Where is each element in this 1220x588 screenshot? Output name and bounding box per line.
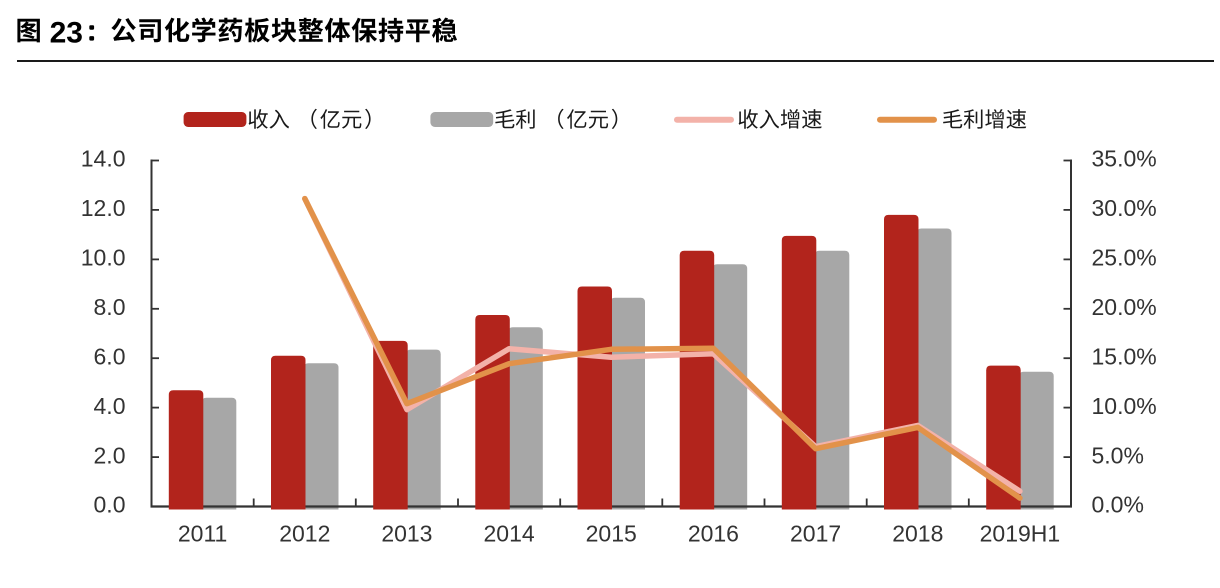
svg-text:20.0%: 20.0% — [1092, 294, 1157, 320]
svg-text:25.0%: 25.0% — [1092, 245, 1157, 271]
svg-text:2017: 2017 — [790, 521, 841, 547]
svg-text:5.0%: 5.0% — [1092, 442, 1144, 468]
svg-text:2012: 2012 — [279, 521, 330, 547]
svg-text:10.0: 10.0 — [81, 245, 126, 271]
svg-text:10.0%: 10.0% — [1092, 393, 1157, 419]
svg-text:2016: 2016 — [688, 521, 739, 547]
svg-text:2014: 2014 — [484, 521, 535, 547]
svg-text:2013: 2013 — [381, 521, 432, 547]
svg-text:2019H1: 2019H1 — [980, 521, 1061, 547]
svg-text:15.0%: 15.0% — [1092, 343, 1157, 369]
svg-text:2011: 2011 — [178, 521, 227, 547]
svg-text:0.0%: 0.0% — [1092, 492, 1144, 518]
svg-text:12.0: 12.0 — [81, 195, 126, 221]
svg-text:23: 23 — [50, 16, 83, 49]
svg-text:8.0: 8.0 — [94, 294, 126, 320]
svg-text:2018: 2018 — [892, 521, 943, 547]
svg-text:6.0: 6.0 — [94, 343, 126, 369]
svg-text:30.0%: 30.0% — [1092, 195, 1157, 221]
svg-text:2015: 2015 — [586, 521, 637, 547]
svg-text:35.0%: 35.0% — [1092, 146, 1157, 172]
svg-text:2.0: 2.0 — [94, 442, 126, 468]
svg-text:0.0: 0.0 — [94, 492, 126, 518]
svg-text:14.0: 14.0 — [81, 146, 126, 172]
svg-text:4.0: 4.0 — [94, 393, 126, 419]
